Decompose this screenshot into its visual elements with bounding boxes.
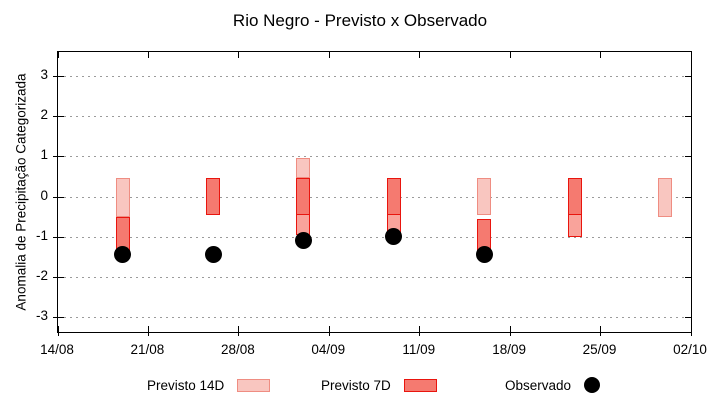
- x-tick-mark: [238, 330, 240, 336]
- legend-item-previsto-7d: Previsto 7D: [321, 375, 437, 395]
- x-tick-mark-top: [509, 52, 511, 58]
- x-tick-mark: [419, 326, 421, 332]
- x-tick-mark: [57, 330, 59, 336]
- y-tick-label: -3: [35, 308, 48, 324]
- x-tick-mark: [419, 330, 421, 336]
- y-tick-mark: [53, 156, 59, 158]
- y-tick-label: -2: [35, 268, 48, 284]
- bar-previsto-14d: [296, 158, 311, 179]
- y-tick-mark-right: [685, 156, 691, 158]
- legend: Previsto 14D Previsto 7D Observado: [0, 375, 720, 397]
- x-tick-mark: [509, 326, 511, 332]
- y-tick-label: -1: [35, 227, 48, 243]
- x-tick-mark-top: [147, 52, 149, 58]
- bar-previsto-14d: [115, 178, 130, 217]
- bar-previsto-7d: [206, 178, 221, 215]
- observed-dot: [475, 246, 493, 264]
- legend-item-previsto-14d: Previsto 14D: [147, 375, 271, 395]
- x-tick-label: 04/09: [311, 342, 346, 357]
- y-tick-mark: [58, 115, 64, 117]
- y-tick-label: 0: [40, 187, 48, 203]
- observed-dot: [204, 246, 222, 264]
- chart-title: Rio Negro - Previsto x Observado: [232, 11, 488, 30]
- y-tick-mark: [58, 317, 64, 319]
- x-tick-mark-top: [419, 52, 421, 58]
- x-tick-mark: [328, 330, 330, 336]
- legend-label-previsto-14d: Previsto 14D: [147, 377, 225, 393]
- x-tick-label: 18/09: [492, 342, 527, 357]
- x-tick-mark: [57, 326, 59, 332]
- y-tick-label: 1: [40, 147, 48, 163]
- legend-item-observado: Observado: [505, 375, 601, 395]
- gridline: [58, 156, 691, 158]
- legend-label-previsto-7d: Previsto 7D: [321, 377, 391, 393]
- y-tick-mark: [53, 75, 59, 77]
- y-tick-mark: [58, 75, 64, 77]
- y-tick-mark-right: [685, 236, 691, 238]
- observed-dot: [114, 246, 132, 264]
- x-tick-mark: [147, 326, 149, 332]
- legend-label-observado: Observado: [505, 377, 572, 393]
- previsto-7d-swatch-icon: [403, 378, 437, 392]
- y-tick-mark: [53, 236, 59, 238]
- y-tick-mark: [53, 317, 59, 319]
- x-tick-label: 11/09: [402, 342, 436, 357]
- bar-previsto-7d: [386, 178, 401, 215]
- y-tick-mark: [53, 196, 59, 198]
- gridline: [58, 317, 691, 319]
- x-tick-mark: [147, 330, 149, 336]
- y-tick-label: 2: [40, 106, 48, 122]
- x-tick-label: 02/10: [673, 342, 707, 357]
- x-tick-mark-top: [690, 52, 692, 58]
- y-tick-mark: [58, 236, 64, 238]
- observed-dot: [294, 232, 312, 250]
- observado-swatch-icon: [584, 377, 601, 393]
- x-tick-mark: [509, 330, 511, 336]
- gridline: [58, 277, 691, 279]
- y-tick-label: 3: [40, 66, 48, 82]
- bar-previsto-14d: [658, 178, 673, 217]
- y-tick-mark-right: [685, 75, 691, 77]
- gridline: [58, 115, 691, 117]
- x-tick-label: 21/08: [130, 342, 165, 357]
- bar-previsto-7d: [567, 178, 582, 215]
- y-tick-mark-right: [685, 115, 691, 117]
- gridline: [58, 196, 691, 198]
- previsto-14d-swatch-icon: [237, 378, 271, 392]
- y-tick-mark-right: [685, 277, 691, 279]
- y-tick-mark: [53, 277, 59, 279]
- y-tick-mark: [58, 196, 64, 198]
- x-tick-mark: [328, 326, 330, 332]
- plot-area: [53, 51, 692, 336]
- x-tick-label: 25/09: [582, 342, 617, 357]
- x-tick-mark-top: [328, 52, 330, 58]
- x-tick-label: 28/08: [220, 342, 255, 357]
- y-tick-mark: [58, 277, 64, 279]
- bar-previsto-14d: [477, 178, 492, 215]
- x-tick-mark-top: [57, 52, 59, 58]
- y-tick-mark: [53, 115, 59, 117]
- observed-dot: [385, 228, 403, 246]
- bar-previsto-7d: [296, 178, 311, 215]
- bar-previsto-7d-ext: [567, 214, 582, 237]
- x-tick-mark-top: [238, 52, 240, 58]
- x-tick-mark: [690, 330, 692, 336]
- gridline: [58, 75, 691, 77]
- y-tick-mark: [58, 156, 64, 158]
- y-tick-mark-right: [685, 317, 691, 319]
- x-tick-mark: [600, 330, 602, 336]
- x-tick-mark: [600, 326, 602, 332]
- y-tick-mark-right: [685, 196, 691, 198]
- gridline: [58, 236, 691, 238]
- x-tick-mark: [238, 326, 240, 332]
- x-tick-mark-top: [600, 52, 602, 58]
- x-tick-label: 14/08: [40, 342, 74, 357]
- x-tick-mark: [690, 326, 692, 332]
